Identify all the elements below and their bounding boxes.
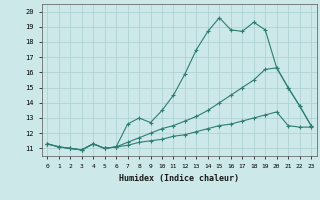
X-axis label: Humidex (Indice chaleur): Humidex (Indice chaleur) [119, 174, 239, 183]
